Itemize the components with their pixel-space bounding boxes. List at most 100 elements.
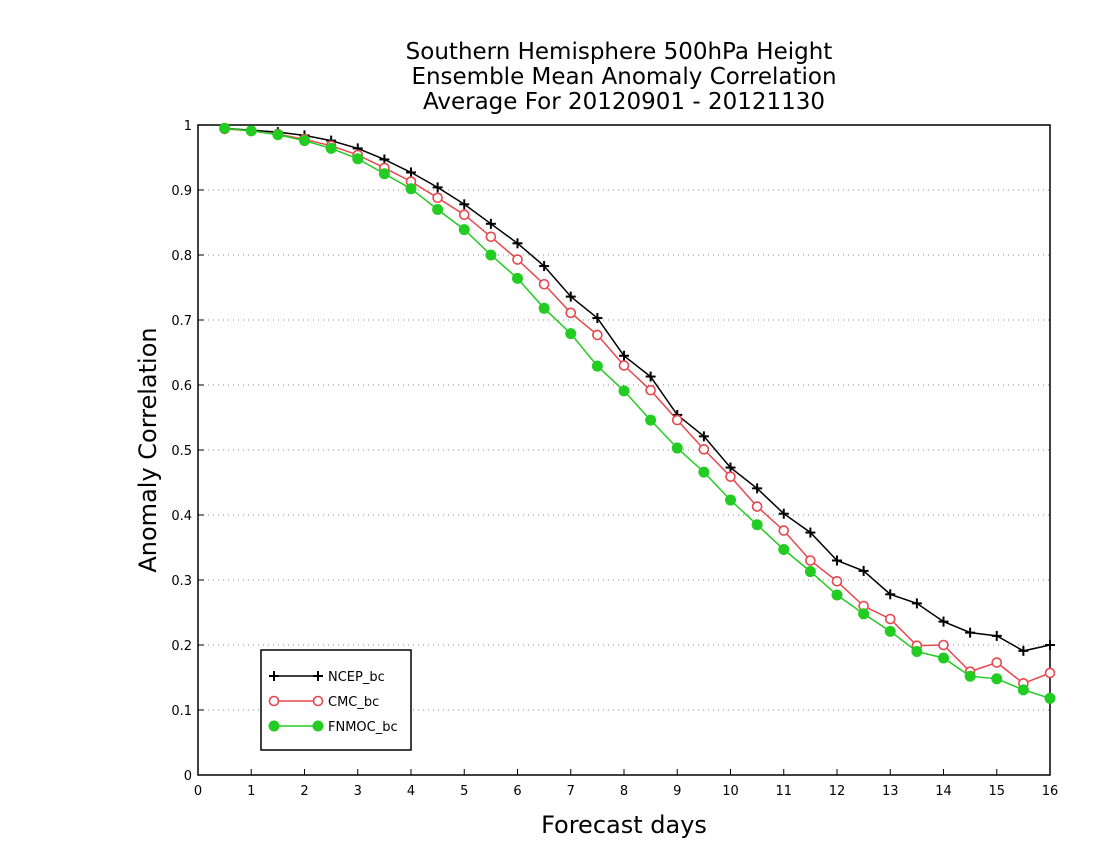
- legend-label: NCEP_bc: [328, 670, 385, 685]
- data-point: [406, 167, 416, 178]
- data-point: [618, 360, 630, 371]
- data-point: [378, 168, 390, 180]
- y-tick-label: 0.6: [171, 379, 192, 394]
- data-point: [884, 613, 896, 625]
- data-point: [671, 442, 683, 454]
- x-tick-label: 13: [882, 784, 899, 799]
- x-tick-label: 6: [513, 784, 521, 799]
- data-point: [458, 209, 470, 220]
- data-point: [299, 135, 310, 147]
- x-axis-title: Forecast days: [541, 811, 707, 839]
- y-tick-label: 0.8: [171, 249, 192, 264]
- data-point: [831, 575, 843, 587]
- series-line: [224, 127, 1051, 700]
- legend: NCEP_bc CMC_bc FNMOC_bc: [260, 649, 412, 751]
- x-tick-label: 1: [247, 784, 255, 799]
- legend-item-FNMOC_bc: FNMOC_bc: [268, 720, 398, 735]
- x-tick-label: 14: [935, 784, 952, 799]
- data-point: [405, 183, 417, 195]
- data-point: [432, 182, 443, 193]
- data-point: [1018, 645, 1029, 656]
- legend-marker-end: [313, 671, 323, 681]
- series-layer: [219, 122, 1056, 704]
- data-point: [698, 431, 709, 442]
- x-tick-label: 2: [300, 784, 308, 799]
- data-point: [272, 129, 284, 141]
- data-point: [592, 329, 603, 341]
- data-point: [591, 360, 603, 372]
- x-tick-label: 11: [775, 784, 792, 799]
- x-tick-label: 3: [354, 784, 362, 799]
- series-line: [224, 127, 1051, 652]
- data-point: [911, 646, 923, 657]
- data-point: [991, 673, 1003, 685]
- x-tick-label: 16: [1042, 784, 1059, 799]
- y-axis-ticks: 0 0.1 0.2 0.3 0.4 0.5 0.6 0.7 0.8 0.9 1: [171, 119, 204, 784]
- data-point: [698, 444, 710, 455]
- data-point: [725, 494, 736, 506]
- data-point: [485, 231, 497, 243]
- x-tick-label: 0: [194, 784, 202, 799]
- y-tick-label: 0.2: [171, 639, 192, 654]
- data-point: [512, 254, 523, 265]
- legend-marker-end: [312, 720, 324, 732]
- x-axis-ticks: 0 1 2 3 4 5 6 7 8 9 10 11 12 13 14 15 16: [194, 769, 1058, 799]
- y-axis-title: Anomaly Correlation: [134, 327, 162, 572]
- grid-layer: [198, 124, 1050, 711]
- y-tick-label: 0: [184, 769, 192, 784]
- x-tick-label: 7: [567, 784, 575, 799]
- y-tick-label: 0.7: [171, 314, 192, 329]
- data-point: [804, 566, 816, 578]
- chart-title-line-3: Average For 20120901 - 20121130: [423, 89, 825, 115]
- data-point: [1044, 667, 1056, 679]
- data-point: [485, 218, 496, 229]
- data-point: [459, 199, 470, 210]
- legend-marker-start: [268, 720, 280, 732]
- data-point: [645, 371, 656, 382]
- data-point: [565, 328, 577, 340]
- data-point: [432, 204, 444, 215]
- x-tick-label: 12: [829, 784, 846, 799]
- data-point: [725, 462, 736, 473]
- data-point: [512, 272, 523, 284]
- y-tick-label: 0.3: [171, 574, 192, 589]
- x-tick-label: 8: [620, 784, 628, 799]
- data-point: [964, 670, 976, 682]
- data-point: [751, 501, 763, 512]
- chart-title: Southern Hemisphere 500hPa Height Ensemb…: [406, 39, 837, 115]
- legend-item-CMC_bc: CMC_bc: [268, 695, 379, 710]
- chart-title-line-2: Ensemble Mean Anomaly Correlation: [411, 64, 836, 90]
- data-point: [219, 122, 231, 134]
- data-point: [645, 414, 657, 426]
- data-point: [805, 527, 816, 538]
- data-point: [485, 249, 497, 261]
- data-point: [645, 384, 656, 396]
- y-tick-label: 0.4: [171, 509, 192, 524]
- legend-label: CMC_bc: [328, 695, 379, 710]
- data-point: [831, 589, 843, 601]
- data-point: [805, 555, 816, 566]
- data-point: [352, 153, 364, 165]
- series-FNMOC_bc: [219, 122, 1056, 704]
- data-point: [1017, 684, 1029, 696]
- legend-marker-end: [312, 695, 324, 707]
- data-point: [245, 125, 257, 137]
- data-point: [725, 471, 736, 482]
- data-point: [938, 639, 949, 651]
- data-point: [592, 313, 603, 324]
- data-point: [512, 238, 523, 249]
- legend-label: FNMOC_bc: [328, 720, 398, 735]
- data-point: [858, 608, 870, 620]
- data-point: [884, 625, 896, 637]
- data-point: [778, 525, 790, 536]
- data-point: [778, 543, 790, 555]
- series-NCEP_bc: [219, 123, 1055, 656]
- data-point: [565, 291, 576, 302]
- data-point: [538, 278, 550, 290]
- data-point: [751, 519, 763, 531]
- data-point: [619, 350, 629, 361]
- data-point: [565, 307, 577, 319]
- data-point: [885, 589, 896, 600]
- y-tick-label: 0.1: [171, 704, 192, 719]
